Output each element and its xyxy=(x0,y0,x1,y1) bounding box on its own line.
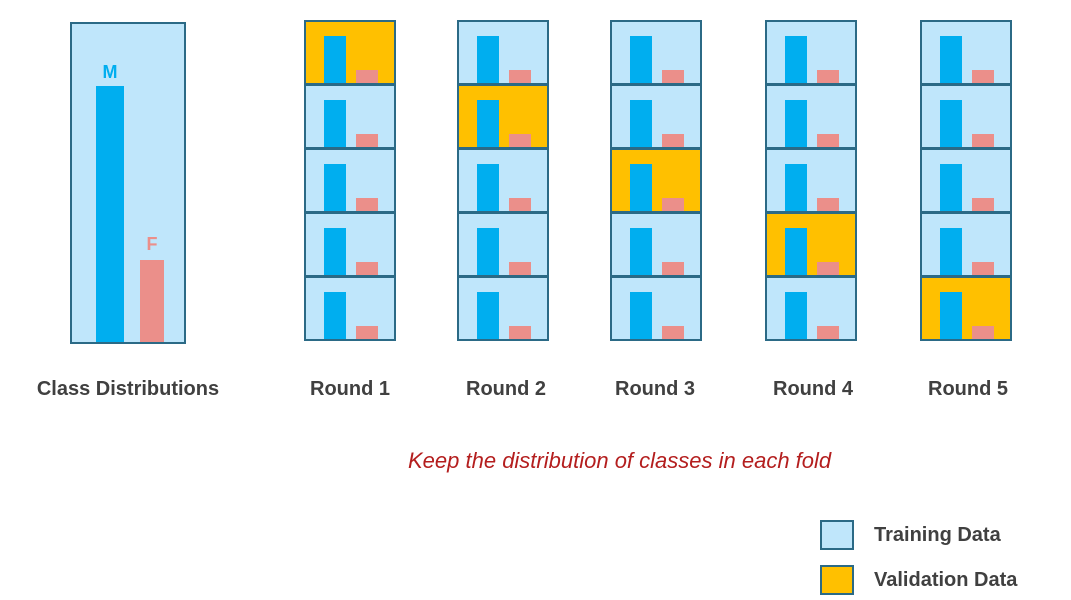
fold-class-f-bar xyxy=(972,134,994,147)
class-distribution-box: M F xyxy=(70,22,186,344)
fold-class-f-bar xyxy=(972,326,994,339)
fold-class-m-bar xyxy=(324,36,346,83)
fold-class-f-bar xyxy=(662,198,684,211)
fold-class-f-bar xyxy=(817,198,839,211)
fold-class-m-bar xyxy=(785,36,807,83)
fold-class-m-bar xyxy=(324,292,346,339)
fold-class-f-bar xyxy=(972,262,994,275)
training-fold xyxy=(920,20,1012,85)
round-2-caption: Round 2 xyxy=(466,378,546,400)
fold-class-f-bar xyxy=(972,198,994,211)
round-2-column xyxy=(457,20,549,341)
training-fold xyxy=(610,20,702,85)
training-fold xyxy=(304,212,396,277)
fold-class-f-bar xyxy=(356,134,378,147)
class-distributions-caption: Class Distributions xyxy=(36,378,220,400)
fold-class-f-bar xyxy=(356,198,378,211)
class-f-label: F xyxy=(146,234,158,254)
training-fold xyxy=(765,148,857,213)
fold-class-m-bar xyxy=(785,228,807,275)
fold-class-m-bar xyxy=(940,164,962,211)
fold-class-m-bar xyxy=(477,164,499,211)
fold-class-f-bar xyxy=(817,262,839,275)
fold-class-f-bar xyxy=(662,70,684,83)
validation-swatch xyxy=(820,565,854,595)
stratification-note: Keep the distribution of classes in each… xyxy=(408,448,832,473)
fold-class-m-bar xyxy=(477,292,499,339)
training-fold xyxy=(457,20,549,85)
round-5-column xyxy=(920,20,1012,341)
fold-class-m-bar xyxy=(630,228,652,275)
fold-class-f-bar xyxy=(509,326,531,339)
validation-fold xyxy=(304,20,396,85)
fold-class-f-bar xyxy=(972,70,994,83)
training-fold xyxy=(765,276,857,341)
training-fold xyxy=(610,276,702,341)
fold-class-m-bar xyxy=(477,100,499,147)
training-swatch xyxy=(820,520,854,550)
fold-class-f-bar xyxy=(817,326,839,339)
fold-class-f-bar xyxy=(817,134,839,147)
fold-class-f-bar xyxy=(817,70,839,83)
training-fold xyxy=(304,84,396,149)
training-fold xyxy=(920,84,1012,149)
training-fold xyxy=(304,276,396,341)
fold-class-m-bar xyxy=(324,164,346,211)
fold-class-m-bar xyxy=(477,36,499,83)
fold-class-m-bar xyxy=(324,100,346,147)
round-1-caption: Round 1 xyxy=(310,378,390,400)
fold-class-f-bar xyxy=(662,326,684,339)
training-fold xyxy=(610,212,702,277)
fold-class-m-bar xyxy=(630,164,652,211)
training-fold xyxy=(765,84,857,149)
training-fold xyxy=(457,276,549,341)
fold-class-f-bar xyxy=(356,326,378,339)
round-3-column xyxy=(610,20,702,341)
fold-class-m-bar xyxy=(940,100,962,147)
round-1-column xyxy=(304,20,396,341)
round-4-caption: Round 4 xyxy=(773,378,853,400)
fold-class-m-bar xyxy=(477,228,499,275)
validation-fold xyxy=(765,212,857,277)
validation-label: Validation Data xyxy=(874,569,1018,591)
training-fold xyxy=(457,212,549,277)
class-m-label: M xyxy=(102,62,118,82)
fold-class-m-bar xyxy=(785,164,807,211)
fold-class-m-bar xyxy=(940,36,962,83)
fold-class-f-bar xyxy=(662,134,684,147)
fold-class-m-bar xyxy=(630,36,652,83)
fold-class-m-bar xyxy=(785,292,807,339)
fold-class-m-bar xyxy=(785,100,807,147)
class-m-bar xyxy=(96,86,124,342)
fold-class-f-bar xyxy=(356,262,378,275)
fold-class-m-bar xyxy=(940,228,962,275)
validation-fold xyxy=(457,84,549,149)
fold-class-m-bar xyxy=(324,228,346,275)
fold-class-f-bar xyxy=(509,198,531,211)
fold-class-m-bar xyxy=(940,292,962,339)
round-4-column xyxy=(765,20,857,341)
round-3-caption: Round 3 xyxy=(615,378,695,400)
fold-class-m-bar xyxy=(630,292,652,339)
validation-fold xyxy=(920,276,1012,341)
fold-class-f-bar xyxy=(509,70,531,83)
class-f-bar xyxy=(140,260,164,342)
fold-class-f-bar xyxy=(662,262,684,275)
fold-class-m-bar xyxy=(630,100,652,147)
training-fold xyxy=(304,148,396,213)
training-label: Training Data xyxy=(874,524,1001,546)
training-fold xyxy=(610,84,702,149)
fold-class-f-bar xyxy=(509,262,531,275)
fold-class-f-bar xyxy=(509,134,531,147)
training-fold xyxy=(765,20,857,85)
training-fold xyxy=(920,212,1012,277)
training-fold xyxy=(920,148,1012,213)
fold-class-f-bar xyxy=(356,70,378,83)
training-fold xyxy=(457,148,549,213)
validation-fold xyxy=(610,148,702,213)
round-5-caption: Round 5 xyxy=(928,378,1008,400)
